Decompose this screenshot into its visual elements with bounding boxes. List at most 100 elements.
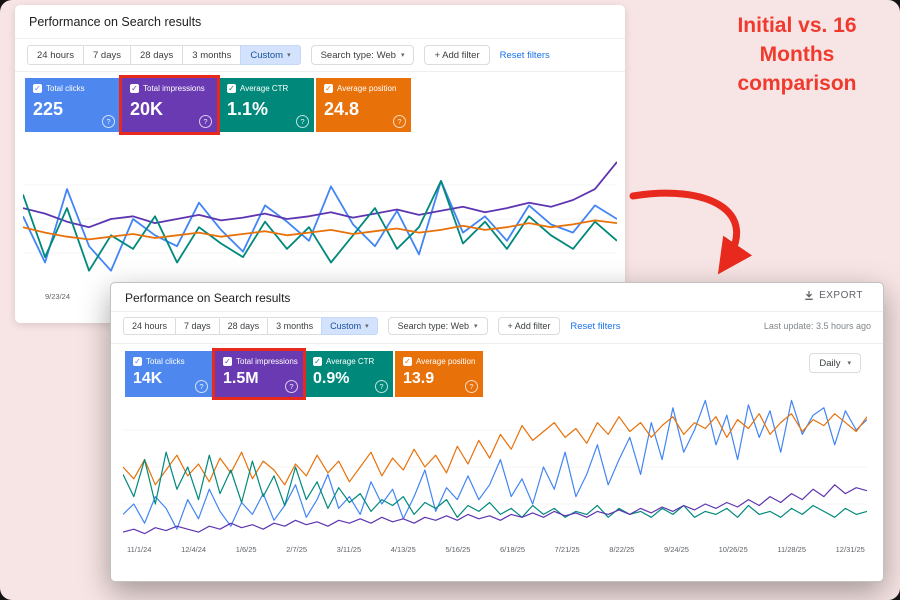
- checkbox-icon[interactable]: ✓: [313, 356, 322, 366]
- range-button-3-months[interactable]: 3 months: [182, 45, 242, 65]
- chevron-down-icon: ▾: [474, 322, 478, 330]
- range-button-24-hours[interactable]: 24 hours: [27, 45, 84, 65]
- metric-label: Average position: [416, 357, 476, 366]
- annotation-text: Initial vs. 16 Months comparison: [737, 14, 857, 95]
- search-type-label: Search type: Web: [397, 321, 470, 331]
- x-axis-label: 8/22/25: [609, 545, 635, 554]
- metric-label: Total impressions: [236, 357, 298, 366]
- metric-cards: ✓ Total clicks 225 ? ✓ Total impressions…: [25, 78, 413, 132]
- metric-cards: ✓ Total clicks 14K ? ✓ Total impressions…: [125, 351, 485, 397]
- metric-label: Total clicks: [46, 84, 85, 93]
- x-axis-label: 6/18/25: [500, 545, 526, 554]
- x-axis-first-label: 9/23/24: [45, 292, 71, 301]
- metric-value: 1.1%: [227, 99, 269, 119]
- x-axis-label: 12/4/24: [181, 545, 207, 554]
- checkbox-icon[interactable]: ✓: [130, 83, 139, 93]
- help-icon[interactable]: ?: [285, 380, 298, 393]
- performance-chart-initial[interactable]: [23, 151, 617, 287]
- download-icon: [805, 291, 813, 300]
- checkbox-icon[interactable]: ✓: [33, 83, 42, 93]
- metric-value: 13.9: [403, 370, 435, 387]
- x-axis-labels: 11/1/24 12/4/24 1/6/25 2/7/25 3/11/25 4/…: [127, 545, 865, 554]
- range-button-custom[interactable]: Custom ▾: [321, 317, 378, 335]
- checkbox-icon[interactable]: ✓: [133, 356, 142, 366]
- metric-card-average-position[interactable]: ✓ Average position 13.9 ?: [395, 351, 483, 397]
- search-type-dropdown[interactable]: Search type: Web ▾: [310, 45, 415, 65]
- chevron-down-icon: ▾: [847, 359, 851, 367]
- range-button-3-months[interactable]: 3 months: [267, 317, 323, 335]
- x-axis-label: 2/7/25: [286, 545, 308, 554]
- page-title: Performance on Search results: [125, 291, 291, 305]
- divider: [111, 343, 883, 344]
- granularity-dropdown[interactable]: Daily ▾: [809, 353, 861, 373]
- chevron-down-icon: ▾: [287, 51, 291, 59]
- date-range-control: 24 hours 7 days 28 days 3 months Custom …: [27, 45, 301, 65]
- range-button-28-days[interactable]: 28 days: [129, 45, 184, 65]
- divider: [111, 311, 883, 312]
- x-axis-label: 1/6/25: [235, 545, 257, 554]
- chevron-down-icon: ▾: [400, 51, 405, 59]
- x-axis-label: 7/21/25: [554, 545, 580, 554]
- range-custom-label: Custom: [250, 49, 284, 61]
- reset-filters-link[interactable]: Reset filters: [499, 49, 550, 61]
- metric-card-average-ctr[interactable]: ✓ Average CTR 0.9% ?: [305, 351, 393, 397]
- performance-chart-16-months[interactable]: [123, 393, 867, 541]
- range-custom-label: Custom: [330, 321, 362, 331]
- checkbox-icon[interactable]: ✓: [403, 356, 412, 366]
- metric-value: 14K: [133, 370, 163, 387]
- range-button-7-days[interactable]: 7 days: [175, 317, 220, 335]
- page-title: Performance on Search results: [29, 15, 202, 29]
- last-update-text: Last update: 3.5 hours ago: [763, 321, 871, 331]
- search-type-dropdown[interactable]: Search type: Web ▾: [387, 317, 488, 335]
- date-range-control: 24 hours 7 days 28 days 3 months Custom …: [123, 317, 378, 335]
- range-button-28-days[interactable]: 28 days: [218, 317, 269, 335]
- filter-bar: 24 hours 7 days 28 days 3 months Custom …: [123, 317, 871, 335]
- help-icon[interactable]: ?: [296, 115, 309, 128]
- metric-card-average-position[interactable]: ✓ Average position 24.8 ?: [316, 78, 411, 132]
- x-axis-label: 10/26/25: [718, 545, 748, 554]
- reset-filters-link[interactable]: Reset filters: [570, 320, 621, 332]
- filter-bar: 24 hours 7 days 28 days 3 months Custom …: [27, 45, 613, 65]
- x-axis-label: 11/28/25: [777, 545, 807, 554]
- x-axis-label: 3/11/25: [336, 545, 362, 554]
- add-filter-button[interactable]: + Add filter: [424, 45, 490, 65]
- help-icon[interactable]: ?: [195, 380, 208, 393]
- metric-value: 0.9%: [313, 370, 350, 387]
- search-console-panel-initial: Performance on Search results 24 hours 7…: [15, 5, 625, 323]
- metric-label: Total impressions: [143, 84, 205, 93]
- range-button-7-days[interactable]: 7 days: [82, 45, 131, 65]
- help-icon[interactable]: ?: [102, 115, 115, 128]
- metric-card-total-clicks[interactable]: ✓ Total clicks 225 ?: [25, 78, 120, 132]
- x-axis-label: 9/24/25: [663, 545, 689, 554]
- divider: [15, 71, 625, 72]
- checkbox-icon[interactable]: ✓: [227, 83, 236, 93]
- x-axis-label: 12/31/25: [835, 545, 865, 554]
- range-button-24-hours[interactable]: 24 hours: [123, 317, 177, 335]
- checkbox-icon[interactable]: ✓: [324, 83, 333, 93]
- metric-card-average-ctr[interactable]: ✓ Average CTR 1.1% ?: [219, 78, 314, 132]
- metric-value: 225: [33, 99, 64, 119]
- checkbox-icon[interactable]: ✓: [223, 356, 232, 366]
- help-icon[interactable]: ?: [375, 380, 388, 393]
- add-filter-button[interactable]: + Add filter: [497, 317, 561, 335]
- range-button-custom[interactable]: Custom ▾: [240, 45, 301, 65]
- search-type-label: Search type: Web: [320, 49, 396, 61]
- divider: [15, 38, 625, 39]
- x-axis-label: 11/1/24: [127, 545, 152, 554]
- metric-label: Average CTR: [240, 84, 289, 93]
- export-button[interactable]: EXPORT: [798, 289, 869, 302]
- metric-value: 24.8: [324, 99, 360, 119]
- metric-card-total-impressions[interactable]: ✓ Total impressions 1.5M ?: [215, 351, 303, 397]
- metric-card-total-clicks[interactable]: ✓ Total clicks 14K ?: [125, 351, 213, 397]
- metric-card-total-impressions[interactable]: ✓ Total impressions 20K ?: [122, 78, 217, 132]
- help-icon[interactable]: ?: [393, 115, 406, 128]
- metric-label: Total clicks: [146, 357, 185, 366]
- search-console-panel-16-months: Performance on Search results EXPORT 24 …: [110, 282, 884, 582]
- help-icon[interactable]: ?: [199, 115, 212, 128]
- metric-value: 1.5M: [223, 370, 259, 387]
- help-icon[interactable]: ?: [465, 380, 478, 393]
- metric-label: Average position: [337, 84, 397, 93]
- x-axis-label: 4/13/25: [390, 545, 416, 554]
- chevron-down-icon: ▾: [365, 322, 369, 330]
